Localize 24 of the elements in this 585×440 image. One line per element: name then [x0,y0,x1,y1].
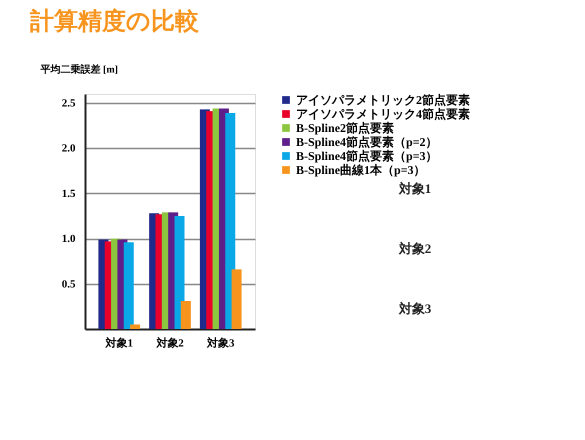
text: 対象2 [398,241,432,256]
y-tick-label: 2.5 [62,98,76,110]
legend-label: B-Spline2節点要素 [296,121,394,135]
bar [174,216,185,329]
text: 対象1 [398,181,432,196]
x-tick-label: 対象3 [206,336,235,350]
legend-label: アイソパラメトリック4節点要素 [296,107,470,121]
y-tick-label: 0.5 [62,278,76,290]
x-tick-label: 対象1 [104,336,134,350]
legend-label: B-Spline4節点要素（p=3） [296,149,438,163]
x-tick-label: 対象2 [155,336,184,350]
bar [124,242,134,329]
bar [232,269,242,329]
legend-label: B-Spline4節点要素（p=2） [296,135,438,149]
y-tick-label: 2.0 [62,142,76,155]
chart-title: 計算精度の比較 [29,8,200,35]
y-tick-label: 1.0 [62,233,76,246]
bar [180,300,191,329]
bar [130,324,140,329]
y-tick-label: 1.5 [62,188,76,200]
y-axis-title: 平均二乗誤差 [m] [40,64,118,76]
text: 対象3 [398,301,432,316]
legend-label: B-Spline曲線1本（p=3） [296,163,426,177]
legend-label: アイソパラメトリック2節点要素 [296,93,470,107]
